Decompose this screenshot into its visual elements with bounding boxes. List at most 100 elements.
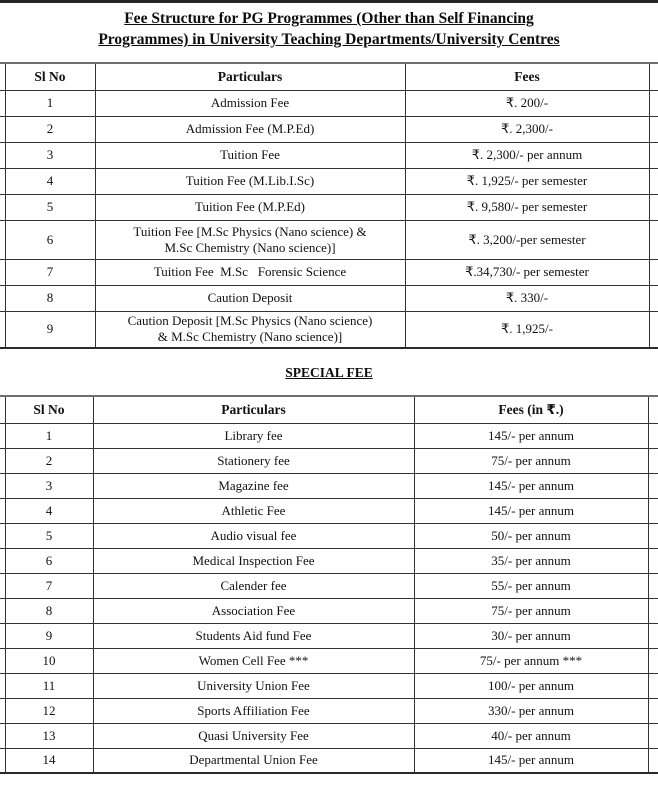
particulars-cell: Quasi University Fee <box>92 722 415 749</box>
particulars-cell: Women Cell Fee *** <box>92 647 415 674</box>
row-edge-right <box>647 647 658 674</box>
sl-no-cell: 5 <box>4 193 96 221</box>
sl-no-cell: 1 <box>4 422 94 449</box>
fees-cell: 50/- per annum <box>413 522 649 549</box>
row-edge-right <box>647 672 658 699</box>
sl-no-cell: 5 <box>4 522 94 549</box>
particulars-cell: University Union Fee <box>92 672 415 699</box>
page-title: Fee Structure for PG Programmes (Other t… <box>0 8 658 50</box>
row-edge-right <box>647 447 658 474</box>
sl-no-cell: 7 <box>4 258 96 286</box>
row-edge-right <box>648 115 658 143</box>
particulars-cell: Tuition Fee <box>94 141 406 169</box>
row-edge-right <box>647 547 658 574</box>
header-fees: Fees <box>404 62 650 91</box>
row-edge-right <box>648 167 658 195</box>
particulars-cell: Students Aid fund Fee <box>92 622 415 649</box>
sl-no-cell: 6 <box>4 219 96 260</box>
sl-no-cell: 11 <box>4 672 94 699</box>
table-row: 8 Association Fee 75/- per annum <box>0 597 658 624</box>
fees-cell: 35/- per annum <box>413 547 649 574</box>
fees-cell: 145/- per annum <box>413 747 649 774</box>
particulars-cell: Tuition Fee (M.P.Ed) <box>94 193 406 221</box>
particulars-cell: Admission Fee <box>94 89 406 117</box>
particulars-cell: Tuition Fee [M.Sc Physics (Nano science)… <box>94 219 406 260</box>
table-row: 2 Stationery fee 75/- per annum <box>0 447 658 474</box>
sl-no-cell: 14 <box>4 747 94 774</box>
table-row: 11 University Union Fee 100/- per annum <box>0 672 658 699</box>
special-fee-table-header-row: Sl No Particulars Fees (in ₹.) <box>0 395 658 424</box>
sl-no-cell: 2 <box>4 115 96 143</box>
row-edge-right <box>647 572 658 599</box>
table-row: 9 Caution Deposit [M.Sc Physics (Nano sc… <box>0 310 658 349</box>
sl-no-cell: 7 <box>4 572 94 599</box>
fees-cell: 30/- per annum <box>413 622 649 649</box>
header-sl-no: Sl No <box>4 395 94 424</box>
row-edge-right <box>648 219 658 260</box>
table-row: 9 Students Aid fund Fee 30/- per annum <box>0 622 658 649</box>
row-edge-right <box>647 522 658 549</box>
table-row: 6 Medical Inspection Fee 35/- per annum <box>0 547 658 574</box>
fees-cell: ₹. 1,925/- <box>404 310 650 349</box>
header-fees: Fees (in ₹.) <box>413 395 649 424</box>
fees-cell: ₹. 9,580/- per semester <box>404 193 650 221</box>
row-edge-right <box>647 395 658 424</box>
page-top-edge <box>0 0 658 3</box>
page-title-line-1: Fee Structure for PG Programmes (Other t… <box>124 10 534 27</box>
particulars-cell: Admission Fee (M.P.Ed) <box>94 115 406 143</box>
table-row: 4 Tuition Fee (M.Lib.I.Sc) ₹. 1,925/- pe… <box>0 167 658 195</box>
fees-cell: ₹. 330/- <box>404 284 650 312</box>
row-edge-right <box>648 310 658 349</box>
table-row: 2 Admission Fee (M.P.Ed) ₹. 2,300/- <box>0 115 658 143</box>
table-row: 4 Athletic Fee 145/- per annum <box>0 497 658 524</box>
row-edge-right <box>647 472 658 499</box>
table-row: 10 Women Cell Fee *** 75/- per annum *** <box>0 647 658 674</box>
table-row: 8 Caution Deposit ₹. 330/- <box>0 284 658 312</box>
particulars-cell: Caution Deposit <box>94 284 406 312</box>
particulars-cell: Medical Inspection Fee <box>92 547 415 574</box>
sl-no-cell: 12 <box>4 697 94 724</box>
fees-cell: 100/- per annum <box>413 672 649 699</box>
table-row: 13 Quasi University Fee 40/- per annum <box>0 722 658 749</box>
header-particulars: Particulars <box>94 62 406 91</box>
row-edge-right <box>648 62 658 91</box>
header-particulars: Particulars <box>92 395 415 424</box>
sl-no-cell: 9 <box>4 310 96 349</box>
table-row: 7 Tuition Fee M.Sc Forensic Science ₹.34… <box>0 258 658 286</box>
particulars-cell: Sports Affiliation Fee <box>92 697 415 724</box>
special-fee-heading: SPECIAL FEE <box>0 365 658 381</box>
fees-cell: ₹. 2,300/- per annum <box>404 141 650 169</box>
sl-no-cell: 4 <box>4 497 94 524</box>
fees-cell: ₹. 2,300/- <box>404 115 650 143</box>
fees-cell: 330/- per annum <box>413 697 649 724</box>
sl-no-cell: 10 <box>4 647 94 674</box>
sl-no-cell: 2 <box>4 447 94 474</box>
row-edge-right <box>647 597 658 624</box>
fees-cell: 75/- per annum <box>413 597 649 624</box>
particulars-cell: Association Fee <box>92 597 415 624</box>
sl-no-cell: 6 <box>4 547 94 574</box>
fees-cell: ₹. 200/- <box>404 89 650 117</box>
particulars-cell: Athletic Fee <box>92 497 415 524</box>
row-edge-right <box>648 89 658 117</box>
table-row: 3 Magazine fee 145/- per annum <box>0 472 658 499</box>
particulars-cell: Stationery fee <box>92 447 415 474</box>
particulars-cell: Calender fee <box>92 572 415 599</box>
page-title-line-2: Programmes) in University Teaching Depar… <box>98 31 560 48</box>
sl-no-cell: 13 <box>4 722 94 749</box>
particulars-cell: Caution Deposit [M.Sc Physics (Nano scie… <box>94 310 406 349</box>
particulars-cell: Departmental Union Fee <box>92 747 415 774</box>
row-edge-right <box>647 747 658 774</box>
particulars-cell: Library fee <box>92 422 415 449</box>
row-edge-right <box>648 193 658 221</box>
table-row: 1 Admission Fee ₹. 200/- <box>0 89 658 117</box>
sl-no-cell: 8 <box>4 284 96 312</box>
sl-no-cell: 8 <box>4 597 94 624</box>
particulars-cell: Magazine fee <box>92 472 415 499</box>
table-row: 6 Tuition Fee [M.Sc Physics (Nano scienc… <box>0 219 658 260</box>
table-row: 3 Tuition Fee ₹. 2,300/- per annum <box>0 141 658 169</box>
header-sl-no: Sl No <box>4 62 96 91</box>
fees-cell: 75/- per annum *** <box>413 647 649 674</box>
table-row: 14 Departmental Union Fee 145/- per annu… <box>0 747 658 774</box>
sl-no-cell: 3 <box>4 472 94 499</box>
